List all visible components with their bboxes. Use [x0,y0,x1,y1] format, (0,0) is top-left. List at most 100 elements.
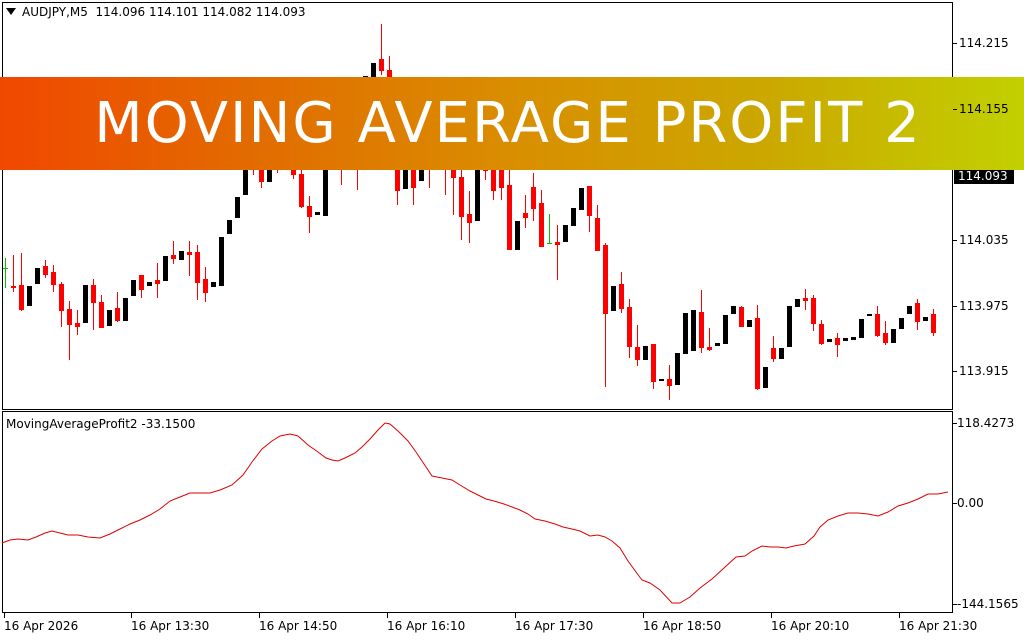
axis-tick [953,371,957,372]
candle [803,289,808,310]
candle [931,309,936,336]
time-axis-label: 16 Apr 13:30 [131,619,210,633]
axis-tick [953,109,957,110]
candle [243,170,248,195]
candle [595,205,600,251]
time-axis-label: 16 Apr 21:30 [899,619,978,633]
time-axis-label: 16 Apr 20:10 [771,619,850,633]
candle [851,337,856,340]
candle [563,225,568,242]
axis-tick [953,604,957,605]
candle [3,258,8,288]
candle [107,310,112,326]
candle [235,197,240,218]
candle [587,186,592,232]
candle [27,286,32,306]
candle [531,173,536,221]
time-axis-label: 16 Apr 18:50 [643,619,722,633]
indicator-axis-label: 118.4273 [957,416,1015,430]
candle [867,314,872,316]
candle [507,170,512,250]
candle [187,241,192,276]
candle [547,214,552,244]
axis-tick [953,306,957,307]
candle [899,318,904,329]
axis-tick [131,613,132,618]
axis-tick [643,613,644,618]
chart-header: AUDJPY,M5 114.096 114.101 114.082 114.09… [6,5,305,19]
candle [723,315,728,344]
price-axis-label: 114.155 [959,102,1009,116]
candle [307,196,312,233]
candle [147,282,152,286]
candle [619,272,624,313]
candle [83,285,88,323]
axis-tick [899,613,900,618]
candle [19,253,24,311]
candle [35,268,40,284]
time-axis-label: 16 Apr 17:30 [515,619,594,633]
candle [739,306,744,327]
triangle-down-icon[interactable] [6,8,16,15]
axis-tick [387,613,388,618]
candle [699,290,704,353]
candle [659,379,664,381]
candle [787,306,792,347]
candle [923,317,928,321]
axis-tick [953,43,957,44]
candle [371,63,376,77]
candle [827,339,832,342]
axis-tick [953,423,957,424]
candle [227,220,232,234]
candle [43,260,48,278]
candle [403,168,408,189]
time-axis-label: 16 Apr 2026 [4,619,79,633]
candle [179,251,184,260]
candle [747,320,752,327]
indicator-axis-label: -144.1565 [957,597,1019,611]
candle [75,310,80,335]
candle [99,295,104,328]
candle [763,367,768,388]
candle [523,195,528,228]
candle [891,329,896,343]
symbol-timeframe: AUDJPY,M5 [22,5,88,19]
indicator-line [1,422,949,604]
candle [683,313,688,354]
indicator-panel[interactable] [2,411,953,613]
candle [571,208,576,226]
candle [707,328,712,351]
candle [603,243,608,387]
candle [907,306,912,314]
candle [67,301,72,360]
candle [555,225,560,280]
candle [91,279,96,330]
candle [299,163,304,208]
candle [11,255,16,292]
candle [539,190,544,247]
candle [467,191,472,243]
candle [139,275,144,298]
candle [131,280,136,296]
candle [203,267,208,302]
axis-tick [4,613,5,618]
candle [835,333,840,357]
indicator-title: MovingAverageProfit2 -33.1500 [6,417,196,431]
price-axis-label: 113.915 [959,364,1009,378]
candle [211,282,216,287]
candle [667,365,672,400]
candle [219,237,224,286]
price-axis-label: 113.975 [959,299,1009,313]
axis-tick [259,613,260,618]
candle [715,343,720,346]
candle [579,188,584,210]
candle [771,336,776,362]
candle [651,344,656,389]
candle [627,299,632,358]
time-axis-label: 16 Apr 14:50 [259,619,338,633]
axis-tick [515,613,516,618]
axis-tick [771,613,772,618]
candle [475,170,480,221]
candle [883,321,888,345]
